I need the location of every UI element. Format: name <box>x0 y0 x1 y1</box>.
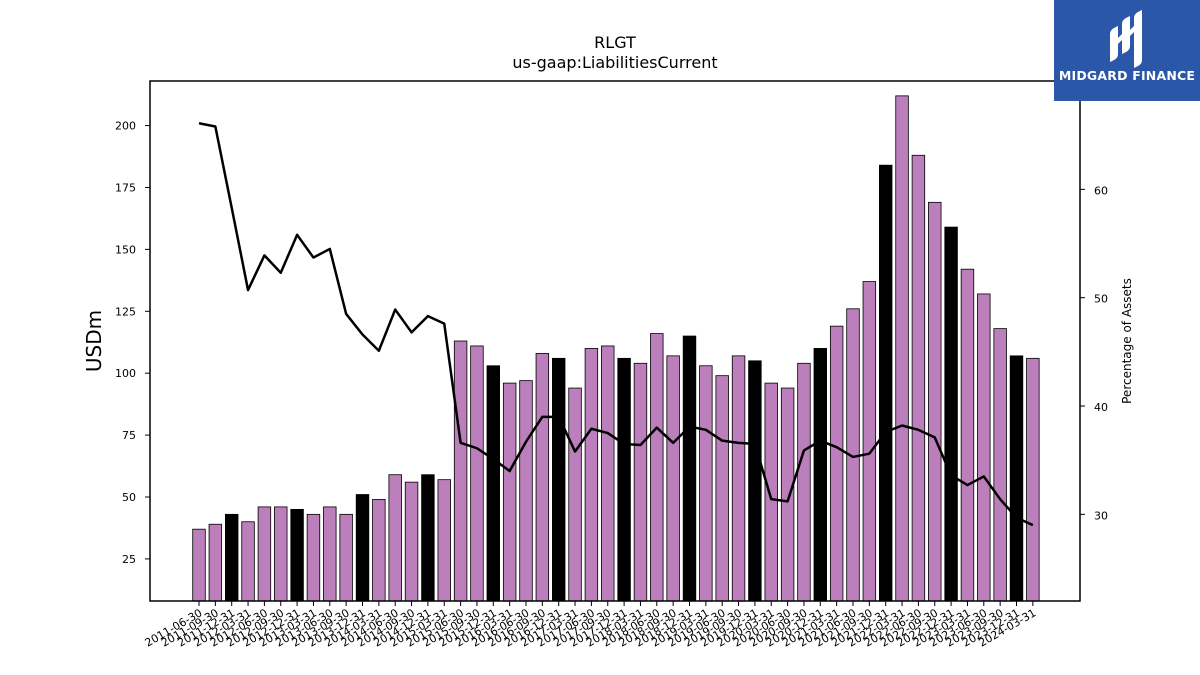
midgard-logo-icon <box>1110 10 1142 68</box>
line-layer <box>198 122 1034 527</box>
bar-2024-03-31 <box>1026 357 1040 602</box>
bar-2012-03-31 <box>241 521 255 602</box>
bars <box>192 95 1040 602</box>
y-axis: 25 50 75 100 125 150 175 200 <box>115 120 150 566</box>
bar-2018-09-30 <box>666 355 680 602</box>
y2-tick-label: 60 <box>1094 184 1108 197</box>
y2-axis-label: Percentage of Assets <box>1120 278 1134 404</box>
percentage-of-assets-line <box>198 122 1034 527</box>
bar-2015-09-30 <box>470 345 484 602</box>
bar-2021-09-30 <box>862 281 877 602</box>
bar-2014-09-30 <box>404 481 419 602</box>
y-tick-label: 75 <box>122 429 136 442</box>
bar-2013-03-31 <box>306 513 321 602</box>
x-axis: 2011-06-302011-09-302011-12-312012-03-31… <box>143 601 1038 650</box>
bar-2014-06-30 <box>388 474 402 602</box>
bar-2016-12-31 <box>552 357 566 602</box>
bar-2023-03-31 <box>960 268 975 602</box>
y2-tick-label: 50 <box>1094 293 1108 306</box>
bar-2019-03-31 <box>699 365 713 602</box>
bar-2022-12-31 <box>944 226 958 602</box>
bar-2015-06-30 <box>453 340 468 602</box>
y-tick-label: 175 <box>115 181 136 194</box>
bar-2018-12-31 <box>682 335 697 602</box>
bar-2021-03-31 <box>829 325 844 602</box>
bar-2023-09-30 <box>993 328 1007 602</box>
bar-2022-06-30 <box>911 154 926 602</box>
bar-2017-12-31 <box>617 357 631 602</box>
bar-2011-09-30 <box>208 523 223 602</box>
bar-2015-12-31 <box>486 365 501 602</box>
bar-2020-12-31 <box>813 348 828 602</box>
y2-axis: 30 40 50 60 <box>1080 184 1108 522</box>
bar-2017-09-30 <box>601 345 615 602</box>
bar-2017-03-31 <box>568 387 582 602</box>
y-tick-label: 100 <box>115 367 136 380</box>
y-axis-label: USDm <box>82 310 106 372</box>
bar-2016-09-30 <box>535 352 550 602</box>
bar-2015-03-31 <box>437 479 451 602</box>
bar-2013-09-30 <box>339 513 353 602</box>
bar-2011-06-30 <box>192 528 206 602</box>
plot-frame <box>149 80 1081 602</box>
bar-2022-09-30 <box>928 201 942 602</box>
bar-2023-06-30 <box>977 293 991 602</box>
brand-name: MIDGARD FINANCE <box>1058 68 1196 83</box>
chart-title: RLGT <box>594 33 636 52</box>
bar-2023-12-31 <box>1009 355 1024 602</box>
bar-2018-06-30 <box>650 333 664 602</box>
brand-logo: MIDGARD FINANCE <box>1054 0 1200 101</box>
bar-2012-09-30 <box>274 506 288 602</box>
bar-2019-09-30 <box>731 355 746 602</box>
y-tick-label: 25 <box>122 553 136 566</box>
bar-2021-12-31 <box>879 164 893 602</box>
y-tick-label: 50 <box>122 491 136 504</box>
y-tick-label: 125 <box>115 305 136 318</box>
bar-2014-12-31 <box>421 474 435 602</box>
y2-tick-label: 40 <box>1094 401 1108 414</box>
bar-2019-12-31 <box>748 360 762 602</box>
bar-2012-06-30 <box>257 506 272 602</box>
bar-2019-06-30 <box>715 375 729 602</box>
bar-2022-03-31 <box>895 95 909 602</box>
bar-2020-06-30 <box>780 387 795 602</box>
y-tick-label: 200 <box>115 120 136 133</box>
bar-2011-12-31 <box>224 513 239 602</box>
bar-2016-03-31 <box>502 382 517 602</box>
bar-2016-06-30 <box>519 380 533 602</box>
bar-2017-06-30 <box>584 348 599 602</box>
bar-2013-06-30 <box>323 506 337 602</box>
bar-2014-03-31 <box>372 499 386 602</box>
bar-2013-12-31 <box>355 494 370 602</box>
bar-2018-03-31 <box>633 362 648 602</box>
chart-subtitle: us-gaap:LiabilitiesCurrent <box>512 53 717 72</box>
bar-2020-09-30 <box>797 362 811 602</box>
y-tick-label: 150 <box>115 243 136 256</box>
bar-2020-03-31 <box>764 382 778 602</box>
y2-tick-label: 30 <box>1094 509 1108 522</box>
bar-2012-12-31 <box>290 508 304 602</box>
